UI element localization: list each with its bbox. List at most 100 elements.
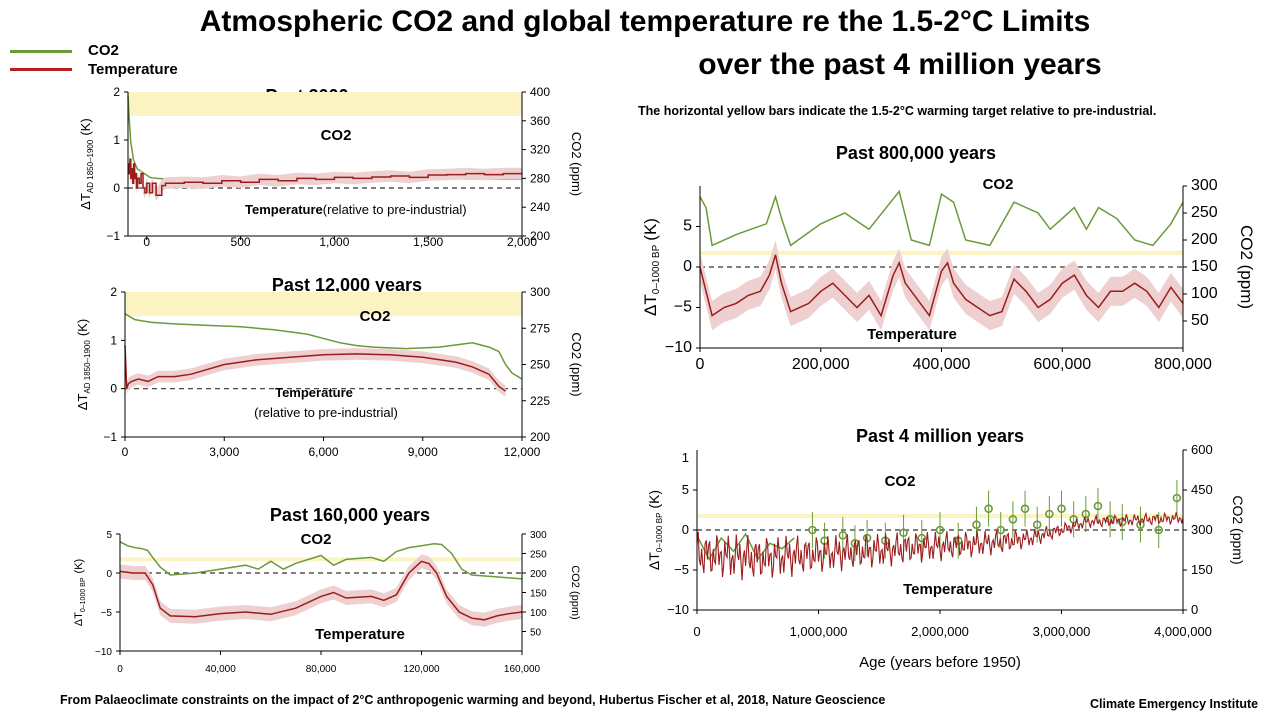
x-tick-label: 80,000 — [306, 664, 337, 675]
co2-proxy-point — [935, 525, 945, 535]
right-tick-label: 50 — [1191, 312, 1209, 329]
temperature-series-label: Temperature — [315, 626, 405, 643]
left-tick-label: 0 — [683, 258, 692, 275]
co2-series-label: CO2 — [301, 531, 332, 548]
right-tick-label: 150 — [530, 589, 547, 600]
left-tick-label: 1 — [682, 450, 689, 465]
x-tick-label: 600,000 — [1033, 356, 1091, 373]
co2-proxy-point — [917, 533, 927, 543]
co2-proxy-point — [1093, 501, 1103, 511]
legend-label-co2: CO2 — [88, 42, 119, 59]
x-tick-label: 2,000,000 — [911, 624, 969, 639]
left-tick-label: −1 — [103, 430, 117, 444]
x-tick-label: 0 — [122, 445, 129, 459]
co2-proxy-point — [1154, 525, 1163, 535]
right-axis-label: CO2 (ppm) — [569, 565, 581, 619]
series-temperature — [128, 158, 522, 196]
x-tick-label: 9,000 — [408, 445, 438, 459]
co2-series-label: CO2 — [321, 127, 352, 144]
x-tick-label: 1,000 — [319, 235, 349, 249]
right-tick-label: 250 — [1191, 204, 1218, 221]
co2-proxy-point — [1172, 493, 1182, 503]
x-tick-label: 400,000 — [913, 356, 971, 373]
right-tick-label: 200 — [530, 569, 547, 580]
co2-proxy-point — [984, 504, 993, 513]
right-tick-label: 150 — [1191, 562, 1213, 577]
right-tick-label: 100 — [1191, 285, 1218, 302]
left-tick-label: 0 — [106, 569, 112, 580]
left-tick-label: 5 — [106, 530, 112, 541]
x-tick-label: 0 — [696, 356, 705, 373]
left-tick-label: −10 — [667, 602, 689, 617]
right-tick-label: 300 — [530, 530, 547, 541]
x-tick-label: 120,000 — [403, 664, 440, 675]
left-tick-label: −1 — [106, 229, 120, 243]
x-tick-label: 3,000 — [209, 445, 239, 459]
chart-title: Past 4 million years — [856, 426, 1024, 446]
x-tick-label: 1,000,000 — [790, 624, 848, 639]
chart-title: Past 12,000 years — [272, 275, 422, 295]
temperature-uncertainty — [700, 240, 1183, 331]
right-axis-label: CO2 (ppm) — [1230, 495, 1246, 564]
note-target-band: The horizontal yellow bars indicate the … — [638, 104, 1157, 118]
x-tick-label: 0 — [143, 235, 150, 249]
left-tick-label: −5 — [674, 562, 689, 577]
co2-proxy-point — [1032, 520, 1042, 529]
x-tick-label: 160,000 — [504, 664, 541, 675]
right-tick-label: 275 — [530, 321, 550, 335]
right-tick-label: 200 — [1191, 231, 1218, 248]
right-tick-label: 600 — [1191, 442, 1213, 457]
credit: Climate Emergency Institute — [1090, 697, 1259, 711]
co2-proxy-point — [1020, 504, 1030, 513]
left-tick-label: 5 — [683, 218, 692, 235]
co2-series-label: CO2 — [885, 473, 916, 490]
legend: CO2 Temperature — [10, 42, 210, 82]
co2-proxy-point — [1057, 504, 1066, 513]
x-axis-label: Age (years before 1950) — [859, 654, 1021, 671]
chart-p12000: Past 12,000 years −1 0 1 2 200 225 250 275 300 0 3,… — [75, 275, 584, 459]
series-temperature — [699, 254, 1184, 318]
right-tick-label: 250 — [530, 358, 550, 372]
source-citation: From Palaeoclimate constraints on the im… — [60, 693, 886, 707]
right-tick-label: 150 — [1191, 258, 1218, 275]
right-tick-label: 200 — [530, 430, 550, 444]
co2-proxy-point — [899, 528, 908, 537]
x-tick-label: 12,000 — [504, 445, 541, 459]
legend-item-temperature: Temperature — [10, 61, 210, 79]
right-tick-label: 225 — [530, 394, 550, 408]
left-tick-label: 2 — [113, 85, 120, 99]
temperature-uncertainty — [125, 339, 506, 397]
right-axis-label: CO2 (ppm) — [1237, 225, 1256, 309]
target-band — [120, 557, 522, 562]
right-tick-label: 240 — [530, 200, 550, 214]
series-co2 — [124, 313, 523, 380]
co2-proxy-point — [1008, 515, 1018, 524]
co2-series-label: CO2 — [360, 308, 391, 325]
temperature-series-label: Temperature — [275, 385, 353, 400]
slide-title-line-2: over the past 4 million years — [698, 48, 1102, 81]
temperature-series-label: Temperature — [867, 326, 957, 343]
co2-proxy-point — [838, 531, 848, 540]
series-co2 — [119, 541, 523, 580]
legend-swatch-co2 — [10, 50, 72, 53]
left-tick-label: 0 — [113, 181, 120, 195]
x-tick-label: 40,000 — [205, 664, 236, 675]
legend-swatch-temperature — [10, 68, 72, 71]
right-tick-label: 250 — [530, 550, 547, 561]
x-tick-label: 3,000,000 — [1033, 624, 1091, 639]
co2-proxy-point — [808, 525, 817, 535]
series-temperature — [119, 560, 523, 621]
left-tick-label: −5 — [674, 299, 692, 316]
slide-title-line-1: Atmospheric CO2 and global temperature r… — [199, 5, 1091, 38]
left-axis-label: ΔTAD 1850–1900(K) — [75, 319, 92, 410]
left-tick-label: −10 — [665, 339, 692, 356]
x-tick-label: 2,000 — [507, 235, 537, 249]
x-tick-label: 4,000,000 — [1154, 624, 1212, 639]
right-tick-label: 100 — [530, 608, 547, 619]
target-band — [125, 292, 522, 317]
left-axis-label: ΔTAD 1850–1900(K) — [78, 118, 95, 209]
series-temperature — [696, 511, 1184, 581]
series-co2 — [699, 189, 1184, 247]
chart-p4m: Past 4 million years−10−5051015030045060… — [646, 426, 1246, 671]
